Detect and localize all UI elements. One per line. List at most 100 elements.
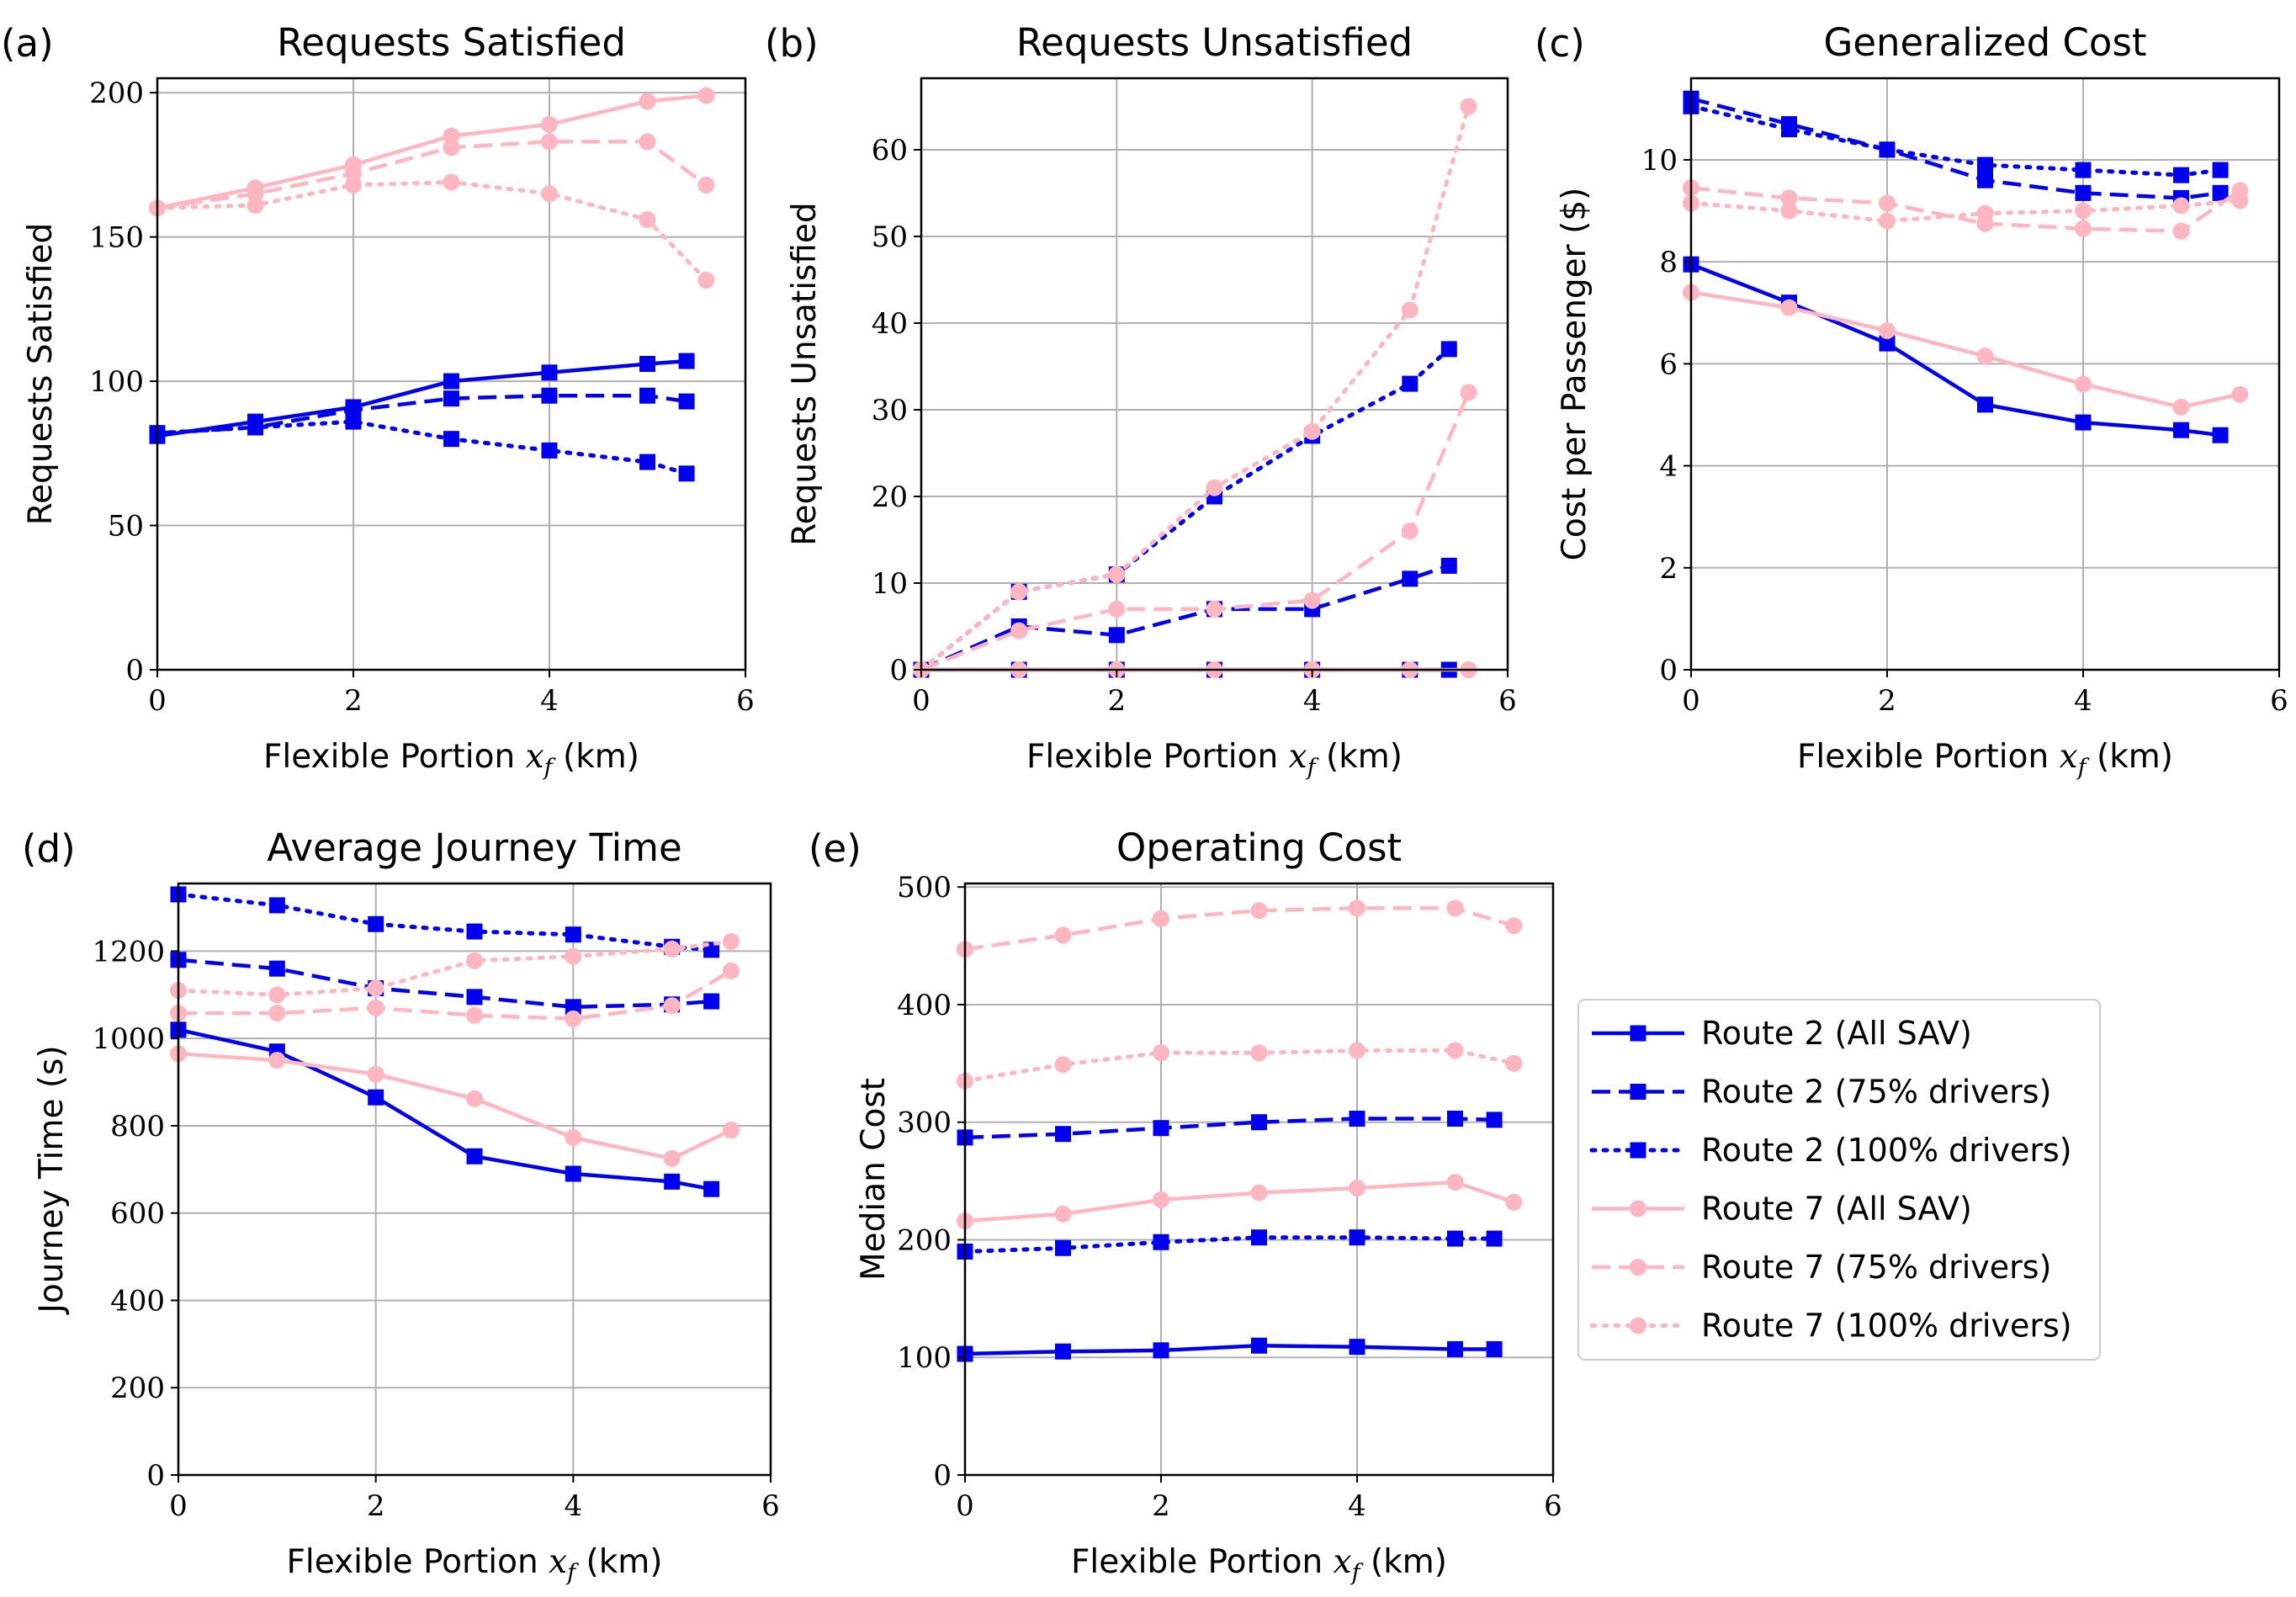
legend-label: Route 2 (100% drivers)	[1701, 1132, 2072, 1169]
series-e-1	[957, 1111, 1503, 1146]
series-c-1	[1683, 90, 2229, 206]
data-point	[466, 1006, 483, 1024]
data-point	[565, 1165, 581, 1182]
data-point	[1108, 600, 1126, 618]
x-axis-label-unit: (km)	[1316, 738, 1403, 776]
data-point	[1349, 1179, 1365, 1196]
series-d-5	[170, 933, 740, 1004]
data-point	[1206, 600, 1223, 618]
legend-label: Route 7 (100% drivers)	[1701, 1308, 2072, 1345]
x-axis-label-sub: f	[1350, 1560, 1364, 1586]
data-point	[268, 986, 286, 1004]
data-point	[466, 989, 483, 1005]
x-tick-label: 2	[344, 684, 363, 718]
legend-item: Route 7 (75% drivers)	[1592, 1249, 2051, 1286]
data-point	[1402, 570, 1418, 587]
y-tick-label: 150	[89, 221, 144, 255]
x-tick-label: 6	[761, 1489, 780, 1523]
x-tick-label: 4	[540, 684, 559, 718]
x-axis-label-sub: f	[565, 1560, 579, 1586]
panel-a: 0 2 4 6 0 50 100 150 200 Requests Satisfied (a) Fle…	[1, 20, 755, 781]
panel-label: (a)	[1, 21, 54, 66]
data-point	[723, 962, 740, 979]
data-point	[247, 196, 264, 214]
y-tick-label: 10	[1641, 144, 1678, 178]
x-tick-label: 2	[1108, 684, 1127, 718]
series-line	[155, 419, 689, 476]
data-point	[1879, 321, 1896, 339]
data-point	[1251, 1229, 1267, 1246]
series-line	[1690, 290, 2240, 410]
data-point	[1108, 565, 1126, 583]
data-point	[639, 454, 655, 470]
data-point	[1349, 1111, 1365, 1127]
series-d-0	[170, 1021, 720, 1197]
x-axis-label-sub: f	[1306, 755, 1319, 781]
y-tick-label: 10	[872, 567, 908, 601]
legend-box	[1578, 999, 2101, 1361]
x-axis-label-var: x	[549, 1543, 567, 1581]
panel-e: 0 2 4 6 0 100 200 300 400 500 Operating Cost (e) Fle…	[809, 825, 1562, 1586]
data-point	[639, 387, 655, 404]
data-point	[1251, 1114, 1267, 1131]
series-a-4	[149, 133, 715, 217]
x-axis-label: Flexible Portion xf (km)	[263, 738, 639, 781]
y-tick-label: 4	[1659, 450, 1678, 484]
y-tick-label: 200	[897, 1223, 952, 1257]
legend-marker	[1630, 1259, 1646, 1276]
legend-marker	[1630, 1200, 1646, 1218]
y-tick-label: 200	[110, 1372, 165, 1405]
y-tick-label: 6	[1659, 348, 1678, 381]
x-axis-label-unit: (km)	[553, 738, 639, 776]
y-tick-label: 600	[110, 1197, 165, 1231]
x-axis-label-unit: (km)	[1360, 1543, 1447, 1581]
x-axis-label-unit: (km)	[2087, 738, 2173, 776]
data-point	[2075, 414, 2092, 431]
data-point	[2075, 184, 2092, 201]
data-point	[1303, 592, 1321, 609]
data-point	[703, 993, 720, 1010]
data-point	[678, 353, 695, 369]
data-point	[565, 1010, 582, 1027]
x-axis-label: Flexible Portion xf (km)	[1797, 738, 2173, 781]
y-tick-label: 100	[89, 365, 144, 399]
legend-label: Route 2 (75% drivers)	[1701, 1074, 2051, 1111]
x-tick-label: 6	[736, 684, 755, 718]
data-point	[1206, 479, 1223, 496]
panel-label: (e)	[809, 826, 862, 871]
series-b-1	[913, 557, 1457, 678]
series-line	[964, 1180, 1515, 1223]
data-point	[1780, 189, 1798, 207]
x-axis-label-var: x	[526, 738, 544, 776]
legend-marker	[1630, 1317, 1646, 1334]
axes-frame	[156, 77, 747, 671]
x-tick-label: 4	[1348, 1489, 1366, 1523]
data-point	[1977, 172, 1993, 188]
x-axis-label-text: Flexible Portion	[263, 738, 526, 776]
data-point	[443, 431, 459, 448]
series-b-2	[913, 341, 1457, 678]
data-point	[1010, 583, 1028, 601]
series-c-5	[1683, 192, 2249, 230]
x-tick-label: 0	[1682, 684, 1700, 718]
data-point	[697, 272, 715, 289]
data-point	[678, 393, 695, 410]
data-point	[565, 926, 581, 943]
data-point	[2212, 427, 2229, 443]
data-point	[2212, 184, 2229, 201]
series-c-3	[1683, 284, 2249, 416]
data-point	[1486, 1340, 1503, 1357]
x-axis-label-text: Flexible Portion	[286, 1543, 549, 1581]
data-point	[1055, 1126, 1071, 1143]
data-point	[268, 1052, 286, 1069]
data-point	[1250, 1184, 1268, 1202]
series-line	[156, 393, 687, 436]
data-point	[1446, 1042, 1464, 1059]
data-point	[443, 373, 459, 390]
data-point	[268, 897, 285, 914]
data-point	[367, 979, 384, 997]
y-tick-label: 100	[897, 1341, 952, 1375]
data-point	[663, 997, 681, 1015]
data-point	[1349, 899, 1365, 917]
legend-marker	[1630, 1084, 1646, 1100]
